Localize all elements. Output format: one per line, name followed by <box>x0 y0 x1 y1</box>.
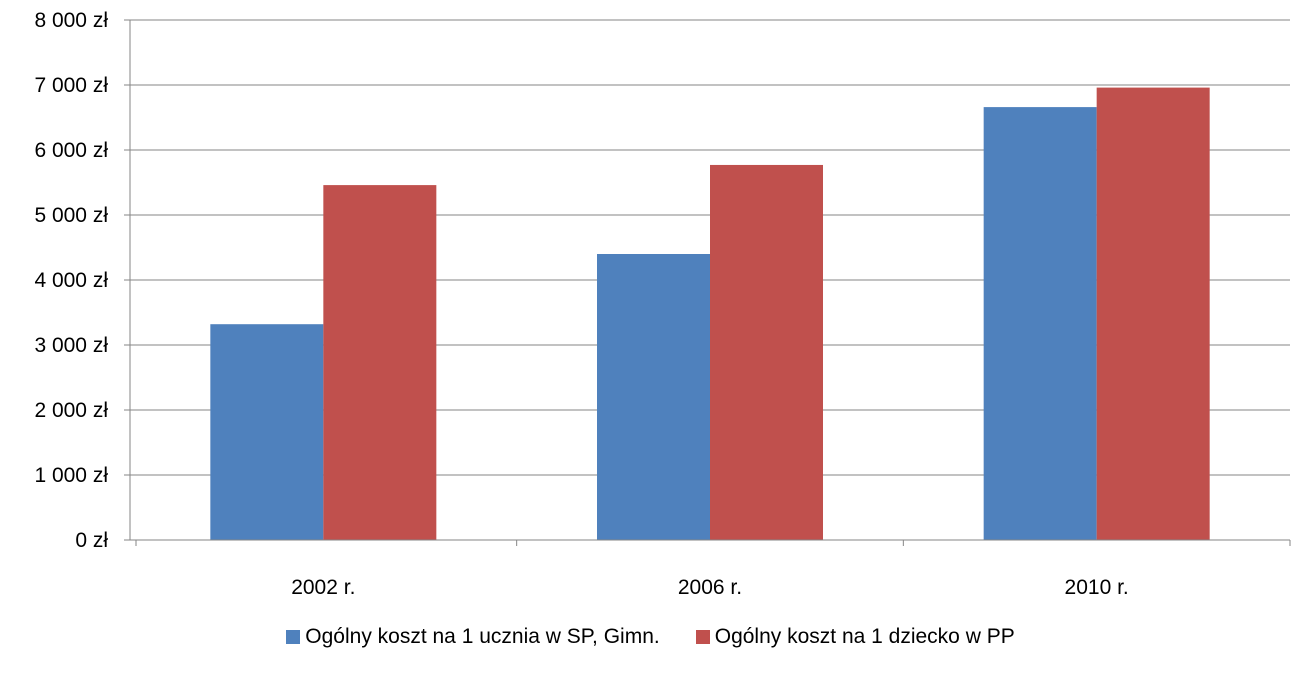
y-tick-label: 2 000 zł <box>34 399 108 422</box>
bar-series-2-2010r <box>1096 87 1210 540</box>
bar-series-2-2002r <box>323 185 437 540</box>
x-tick-label: 2006 r. <box>678 576 742 599</box>
legend-swatch-series-2 <box>695 630 710 644</box>
legend: Ogólny koszt na 1 ucznia w SP, Gimn. Ogó… <box>0 622 1301 652</box>
legend-swatch-series-1 <box>286 630 301 644</box>
x-axis-labels: 2002 r. 2006 r. 2010 r. <box>291 576 1129 599</box>
y-tick-label: 5 000 zł <box>34 204 108 227</box>
y-tick-label: 0 zł <box>75 529 108 552</box>
y-tick-label: 4 000 zł <box>34 269 108 292</box>
legend-item-series-1: Ogólny koszt na 1 ucznia w SP, Gimn. <box>286 625 660 649</box>
axes <box>124 19 1291 546</box>
legend-label-series-2: Ogólny koszt na 1 dziecko w PP <box>714 625 1015 648</box>
bar-series-1-2002r <box>210 324 324 540</box>
y-axis-labels: 0 zł 1 000 zł 2 000 zł 3 000 zł 4 000 zł 5 00… <box>34 9 108 552</box>
legend-label-series-1: Ogólny koszt na 1 ucznia w SP, Gimn. <box>305 625 660 648</box>
y-tick-label: 3 000 zł <box>34 334 108 357</box>
x-tick-label: 2002 r. <box>291 576 355 599</box>
y-tick-label: 6 000 zł <box>34 139 108 162</box>
bars <box>210 87 1210 540</box>
legend-item-series-2: Ogólny koszt na 1 dziecko w PP <box>695 625 1015 649</box>
bar-series-1-2010r <box>983 107 1097 540</box>
y-tick-label: 1 000 zł <box>34 464 108 487</box>
bar-series-2-2006r <box>710 164 823 540</box>
y-tick-label: 8 000 zł <box>34 9 108 32</box>
x-tick-label: 2010 r. <box>1065 576 1129 599</box>
bar-series-1-2006r <box>597 254 710 540</box>
y-tick-label: 7 000 zł <box>34 74 108 97</box>
